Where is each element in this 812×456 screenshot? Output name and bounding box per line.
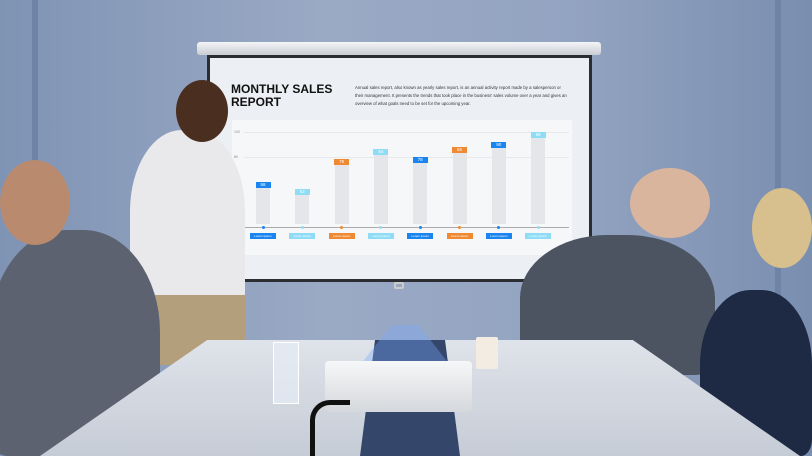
screen-pull-handle [394, 282, 404, 289]
bar [373, 152, 388, 224]
data-label: 84 [373, 149, 389, 155]
category-label: Lorem ipsum [250, 233, 276, 239]
older-man-head [630, 168, 710, 238]
data-label: 52 [294, 189, 310, 195]
presenter-head [176, 80, 228, 142]
slide: MONTHLY SALES REPORT Annual sales report… [210, 58, 589, 279]
data-label: 86 [452, 146, 467, 153]
data-label: 90 [491, 141, 507, 148]
category-label: Lorem ipsum [328, 233, 355, 239]
power-cable [310, 400, 350, 456]
gridline [244, 157, 569, 158]
bar-chart: 100 80 58 Lorem ipsum 52 Lorem ipsum 76 Lorem i… [232, 120, 572, 255]
bar [295, 192, 310, 224]
y-tick-label: 80 [234, 155, 238, 159]
axis-dot [340, 226, 344, 229]
bar [256, 184, 270, 224]
axis-dot [458, 226, 461, 229]
coffee-cup [476, 337, 498, 369]
bar [491, 144, 506, 224]
water-glass [273, 342, 299, 404]
category-label: Lorem ipsum [407, 233, 434, 239]
data-label: 58 [255, 181, 271, 188]
woman-head [752, 188, 812, 268]
bar [413, 159, 428, 224]
gridline [244, 132, 569, 133]
bar [452, 149, 467, 224]
y-tick-label: 100 [234, 130, 240, 134]
x-axis-line [244, 227, 569, 228]
axis-dot [536, 226, 540, 229]
axis-dot [379, 226, 383, 229]
data-label: 98 [530, 131, 546, 138]
category-label: Lorem ipsum [525, 233, 552, 239]
projection-screen: MONTHLY SALES REPORT Annual sales report… [207, 55, 592, 282]
projector-screen-roller [197, 42, 601, 55]
wall-panel-seam [775, 0, 781, 360]
data-label: 78 [412, 156, 428, 163]
axis-dot [300, 226, 304, 229]
bar [531, 134, 546, 224]
bar [334, 162, 349, 224]
seated-man-left-head [0, 160, 70, 245]
category-label: Lorem ipsum [446, 233, 473, 239]
category-label: Lorem ipsum [289, 233, 316, 239]
slide-description: Annual sales report, also known as yearl… [355, 85, 567, 106]
category-label: Lorem ipsum [485, 233, 512, 239]
category-label: Lorem ipsum [367, 233, 394, 239]
axis-dot [418, 226, 422, 229]
data-label: 76 [334, 159, 350, 165]
axis-dot [261, 226, 265, 229]
axis-dot [497, 226, 501, 229]
slide-title: MONTHLY SALES REPORT [231, 82, 333, 109]
